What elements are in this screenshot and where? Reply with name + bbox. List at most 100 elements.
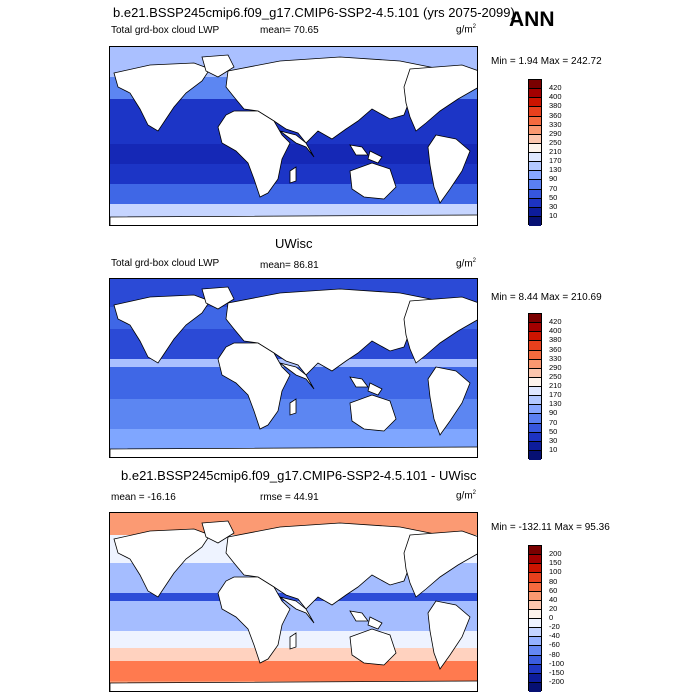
panel2-units: g/m2	[456, 258, 477, 270]
panel1-mean-label: mean= 70.65	[260, 25, 319, 36]
colorbar-segment	[529, 582, 541, 592]
colorbar-segment	[529, 314, 541, 324]
panel2-map	[109, 278, 478, 458]
colorbar-segment	[529, 423, 541, 433]
panel1-units: g/m2	[456, 24, 477, 36]
colorbar-tick-label: 90	[549, 174, 558, 184]
colorbar-segment	[529, 341, 541, 351]
colorbar-segment	[529, 98, 541, 108]
colorbar-tick-label: 380	[549, 101, 562, 111]
colorbar-tick-label: 50	[549, 426, 558, 436]
colorbar-segment	[529, 107, 541, 117]
colorbar-tick-label: 130	[549, 399, 562, 409]
colorbar-tick-label: 50	[549, 192, 558, 202]
colorbar-segment	[529, 609, 541, 619]
colorbar-segment	[529, 377, 541, 387]
colorbar-tick-label: 130	[549, 165, 562, 175]
colorbar-segment	[529, 162, 541, 172]
colorbar-tick-label: 210	[549, 381, 562, 390]
colorbar-segment	[529, 323, 541, 333]
colorbar-tick-label: 400	[549, 92, 562, 102]
panel1-colorbar	[528, 79, 542, 226]
colorbar-tick-label: 90	[549, 408, 558, 418]
panel2-mean-label: mean= 86.81	[260, 260, 319, 271]
panel1-band-south-mid	[110, 184, 477, 204]
colorbar-segment	[529, 573, 541, 583]
colorbar-segment	[529, 591, 541, 601]
colorbar-tick-label: 20	[549, 603, 558, 613]
colorbar-tick-label: 420	[549, 317, 562, 327]
colorbar-segment	[529, 637, 541, 647]
colorbar-segment	[529, 350, 541, 360]
colorbar-tick-label: 420	[549, 83, 562, 93]
panel3-mean-label: mean = -16.16	[111, 492, 176, 503]
colorbar-segment	[529, 198, 541, 208]
colorbar-segment	[529, 441, 541, 451]
colorbar-tick-label: 70	[549, 183, 558, 193]
panel1-map	[109, 46, 478, 226]
colorbar-segment	[529, 89, 541, 99]
colorbar-tick-label: 100	[549, 567, 562, 577]
colorbar-segment	[529, 359, 541, 369]
colorbar-segment	[529, 673, 541, 683]
panel2-colorbar	[528, 313, 542, 460]
colorbar-tick-label: 30	[549, 435, 558, 445]
season-label: ANN	[509, 8, 555, 31]
colorbar-tick-label: -100	[549, 658, 565, 668]
panel3-title: b.e21.BSSP245cmip6.f09_g17.CMIP6-SSP2-4.…	[121, 468, 477, 483]
colorbar-tick-label: 80	[549, 576, 558, 586]
panel3-map	[109, 512, 478, 692]
colorbar-tick-label: 330	[549, 353, 562, 363]
colorbar-segment	[529, 546, 541, 556]
colorbar-tick-label: 360	[549, 344, 562, 354]
colorbar-segment	[529, 216, 541, 226]
colorbar-segment	[529, 153, 541, 163]
colorbar-tick-label: 400	[549, 326, 562, 336]
colorbar-segment	[529, 555, 541, 565]
colorbar-tick-label: 10	[549, 444, 558, 454]
colorbar-segment	[529, 180, 541, 190]
panel3-minmax: Min = -132.11 Max = 95.36	[491, 522, 610, 533]
colorbar-tick-label: 250	[549, 137, 562, 147]
panel2-variable-label: Total grd-box cloud LWP	[111, 258, 220, 269]
colorbar-tick-label: -60	[549, 640, 560, 650]
panel1-title: b.e21.BSSP245cmip6.f09_g17.CMIP6-SSP2-4.…	[113, 5, 515, 20]
colorbar-segment	[529, 628, 541, 638]
panel3-units: g/m2	[456, 490, 477, 502]
colorbar-segment	[529, 450, 541, 460]
colorbar-segment	[529, 143, 541, 153]
colorbar-segment	[529, 332, 541, 342]
colorbar-segment	[529, 664, 541, 674]
colorbar-segment	[529, 368, 541, 378]
colorbar-tick-label: -200	[549, 676, 565, 686]
colorbar-segment	[529, 432, 541, 442]
panel3-band-southern-ocean	[110, 661, 477, 681]
colorbar-segment	[529, 564, 541, 574]
colorbar-tick-label: -20	[549, 622, 560, 632]
colorbar-segment	[529, 125, 541, 135]
colorbar-segment	[529, 134, 541, 144]
colorbar-tick-label: 40	[549, 594, 558, 604]
colorbar-tick-label: 0	[549, 613, 554, 622]
colorbar-tick-label: 200	[549, 549, 562, 559]
colorbar-segment	[529, 646, 541, 656]
colorbar-tick-label: 30	[549, 201, 558, 211]
colorbar-tick-label: 250	[549, 371, 562, 381]
colorbar-tick-label: 10	[549, 210, 558, 220]
colorbar-tick-label: 290	[549, 128, 562, 138]
colorbar-segment	[529, 171, 541, 181]
colorbar-tick-label: -150	[549, 667, 565, 677]
panel1-minmax: Min = 1.94 Max = 242.72	[491, 56, 602, 67]
colorbar-segment	[529, 80, 541, 90]
colorbar-tick-label: 380	[549, 335, 562, 345]
colorbar-segment	[529, 655, 541, 665]
colorbar-tick-label: 330	[549, 119, 562, 129]
colorbar-tick-label: 290	[549, 362, 562, 372]
colorbar-segment	[529, 207, 541, 217]
colorbar-segment	[529, 405, 541, 415]
colorbar-tick-label: 360	[549, 110, 562, 120]
colorbar-tick-label: -40	[549, 631, 560, 641]
colorbar-tick-label: 60	[549, 585, 558, 595]
panel3-colorbar	[528, 545, 542, 692]
colorbar-tick-label: 210	[549, 147, 562, 156]
